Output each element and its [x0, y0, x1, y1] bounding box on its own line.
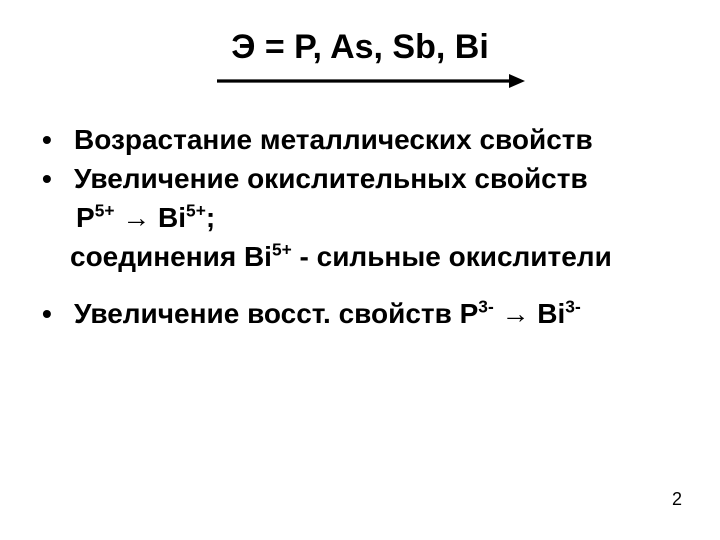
superscript: 5+: [186, 201, 206, 221]
text-fragment: - сильные окислители: [292, 241, 612, 272]
bullet-subline: P5+ → Bi5+;: [40, 200, 680, 237]
spacer: [40, 278, 680, 296]
text-fragment: P: [76, 202, 95, 233]
text-fragment: Увеличение восст. свойств P: [74, 298, 478, 329]
page-number: 2: [672, 489, 682, 510]
bullet-text: Возрастание металлических свойств: [74, 122, 680, 159]
bullet-item: • Увеличение восст. свойств P3- → Bi3-: [40, 296, 680, 333]
bullet-item: • Возрастание металлических свойств: [40, 122, 680, 159]
arrow-head: [509, 74, 525, 88]
right-arrow-icon: [215, 73, 525, 89]
bullet-text: Увеличение восст. свойств P3- → Bi3-: [74, 296, 680, 333]
arrow-container: [40, 73, 680, 94]
superscript: 5+: [272, 240, 292, 260]
bullet-item: • Увеличение окислительных свойств: [40, 161, 680, 198]
superscript: 5+: [95, 201, 115, 221]
superscript: 3-: [565, 296, 580, 316]
text-fragment: ;: [206, 202, 215, 233]
text-fragment: соединения Bi: [70, 241, 272, 272]
superscript: 3-: [478, 296, 493, 316]
bullet-dot-icon: •: [40, 296, 74, 333]
text-fragment: → Bi: [114, 202, 186, 233]
bullet-text: Увеличение окислительных свойств: [74, 161, 680, 198]
slide: Э = P, As, Sb, Bi • Возрастание металлич…: [0, 0, 720, 540]
bullet-list: • Возрастание металлических свойств • Ув…: [40, 122, 680, 333]
bullet-dot-icon: •: [40, 122, 74, 159]
text-fragment: → Bi: [494, 298, 566, 329]
slide-title: Э = P, As, Sb, Bi: [40, 28, 680, 67]
bullet-subline: соединения Bi5+ - сильные окислители: [40, 239, 680, 276]
bullet-dot-icon: •: [40, 161, 74, 198]
